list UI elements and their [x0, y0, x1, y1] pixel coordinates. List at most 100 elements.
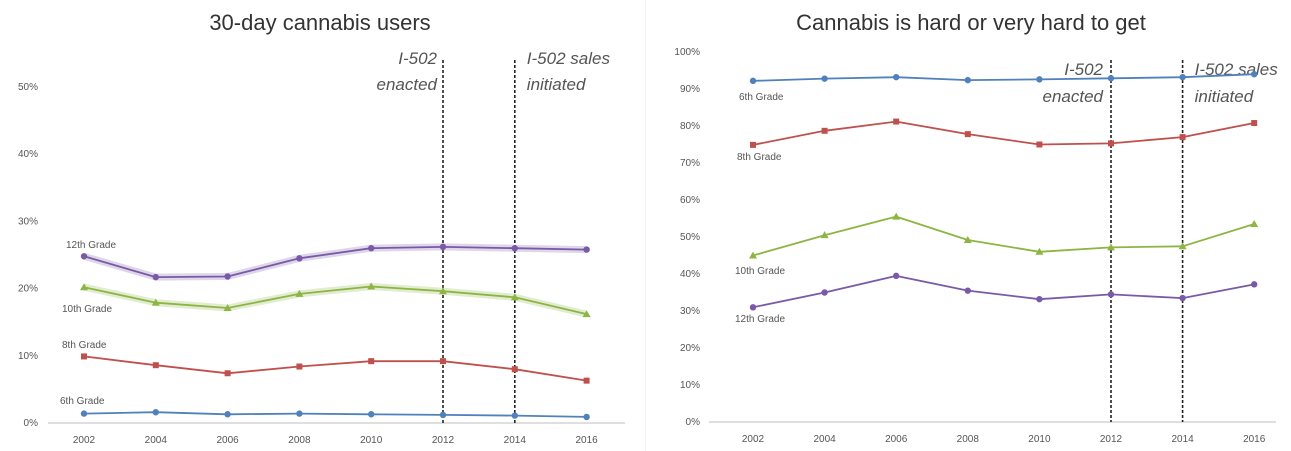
data-point-6th-grade	[964, 76, 971, 84]
data-point-10th-grade	[439, 287, 447, 295]
data-point-12th-grade	[224, 273, 231, 280]
data-point-12th-grade	[1036, 295, 1043, 303]
data-point-8th-grade	[81, 353, 87, 360]
series-label-12th-grade: 12th Grade	[735, 314, 785, 325]
y-tick-label: 0%	[24, 418, 39, 429]
data-point-12th-grade	[1107, 291, 1115, 298]
chart-right-svg: 0% 10% 20% 30% 40% 50% 60% 70% 80% 90% 100% 2002 200…	[674, 47, 1278, 445]
data-point-12th-grade	[1251, 281, 1258, 288]
y-tick-label: 40%	[680, 269, 700, 280]
series-line-12th-grade	[83, 246, 587, 278]
series-line-6th-grade	[83, 411, 587, 418]
x-tick-label: 2006	[885, 434, 908, 445]
x-tick-label: 2010	[1028, 434, 1051, 445]
data-point-10th-grade	[1178, 242, 1187, 250]
event-label-2012: enacted	[377, 75, 438, 94]
series-label-8th-grade: 8th Grade	[62, 340, 107, 351]
event-label-2012: enacted	[1043, 87, 1104, 106]
data-point-10th-grade	[749, 251, 757, 259]
data-point-6th-grade	[1036, 76, 1043, 83]
series-line-8th-grade	[83, 355, 587, 382]
data-point-10th-grade	[892, 212, 901, 220]
y-tick-label: 10%	[680, 380, 700, 391]
data-point-12th-grade	[152, 273, 159, 281]
y-tick-label: 20%	[18, 284, 38, 295]
x-tick-label: 2008	[957, 434, 980, 445]
series-label-12th-grade: 12th Grade	[66, 240, 116, 251]
data-point-8th-grade	[583, 377, 590, 384]
data-point-6th-grade	[749, 77, 757, 85]
data-point-12th-grade	[368, 245, 375, 252]
data-point-8th-grade	[1108, 140, 1114, 147]
y-tick-label: 30%	[680, 306, 700, 317]
data-point-10th-grade	[367, 282, 376, 290]
x-tick-label: 2002	[742, 434, 765, 445]
y-tick-label: 30%	[18, 216, 38, 227]
data-point-10th-grade	[963, 235, 972, 243]
event-label-2012: I-502	[398, 49, 437, 68]
data-point-8th-grade	[152, 362, 159, 369]
data-point-8th-grade	[368, 358, 375, 365]
data-point-10th-grade	[223, 304, 232, 312]
y-tick-label: 100%	[674, 47, 700, 58]
series-line-10th-grade	[83, 285, 587, 315]
data-point-12th-grade	[439, 243, 447, 251]
data-point-8th-grade	[224, 370, 231, 377]
data-point-12th-grade	[296, 255, 303, 262]
y-tick-label: 70%	[680, 158, 700, 169]
chart-panel-right: Cannabis is hard or very hard to get 0% 1…	[651, 0, 1291, 451]
series-line-8th-grade	[752, 120, 1255, 146]
data-point-10th-grade	[1035, 247, 1044, 255]
event-label-2014: I-502 sales	[527, 49, 611, 68]
data-point-12th-grade	[583, 246, 590, 253]
data-point-12th-grade	[1179, 294, 1186, 302]
series-line-10th-grade	[752, 215, 1255, 257]
y-tick-label: 60%	[680, 195, 700, 206]
data-point-10th-grade	[1107, 243, 1115, 251]
data-point-12th-grade	[964, 287, 971, 294]
y-tick-label: 40%	[18, 149, 38, 160]
data-point-8th-grade	[511, 366, 518, 373]
data-point-6th-grade	[368, 411, 375, 418]
series-label-10th-grade: 10th Grade	[62, 304, 112, 315]
data-point-6th-grade	[821, 75, 828, 82]
data-point-12th-grade	[821, 289, 828, 296]
y-tick-label: 90%	[680, 84, 700, 95]
data-point-8th-grade	[750, 141, 756, 148]
data-point-12th-grade	[80, 253, 88, 260]
y-tick-label: 20%	[680, 343, 700, 354]
x-tick-label: 2012	[432, 435, 455, 446]
data-point-6th-grade	[893, 73, 900, 81]
series-label-10th-grade: 10th Grade	[735, 266, 785, 277]
data-point-6th-grade	[1251, 71, 1258, 78]
data-point-6th-grade	[583, 413, 590, 421]
data-point-12th-grade	[893, 272, 900, 280]
series-line-6th-grade	[752, 73, 1255, 82]
chart-left-svg: 0% 10% 20% 30% 40% 50% 2002 2004 2006 2008 2010 201…	[18, 49, 625, 446]
data-point-12th-grade	[511, 245, 518, 252]
data-point-12th-grade	[749, 304, 757, 311]
data-point-10th-grade	[151, 298, 160, 306]
y-tick-label: 80%	[680, 121, 700, 132]
data-point-6th-grade	[1107, 75, 1115, 82]
x-tick-label: 2016	[1243, 434, 1266, 445]
x-tick-label: 2016	[575, 435, 598, 446]
series-label-6th-grade: 6th Grade	[60, 396, 105, 407]
x-tick-label: 2004	[145, 435, 168, 446]
data-point-6th-grade	[1179, 73, 1186, 81]
data-point-6th-grade	[439, 411, 447, 419]
data-point-8th-grade	[821, 127, 828, 134]
event-label-2014: initiated	[527, 75, 586, 94]
data-point-10th-grade	[510, 293, 519, 301]
data-point-8th-grade	[440, 358, 446, 365]
chart-panel-left: 30-day cannabis users 0% 10% 20% 30% 40% 50% 2…	[0, 0, 640, 451]
y-tick-label: 50%	[680, 232, 700, 243]
series-label-8th-grade: 8th Grade	[737, 152, 782, 163]
x-tick-label: 2004	[813, 434, 836, 445]
x-tick-label: 2010	[360, 435, 383, 446]
data-point-6th-grade	[80, 410, 88, 417]
y-tick-label: 50%	[18, 82, 38, 93]
data-point-10th-grade	[80, 283, 88, 291]
data-point-6th-grade	[296, 410, 303, 417]
data-point-10th-grade	[820, 231, 829, 239]
